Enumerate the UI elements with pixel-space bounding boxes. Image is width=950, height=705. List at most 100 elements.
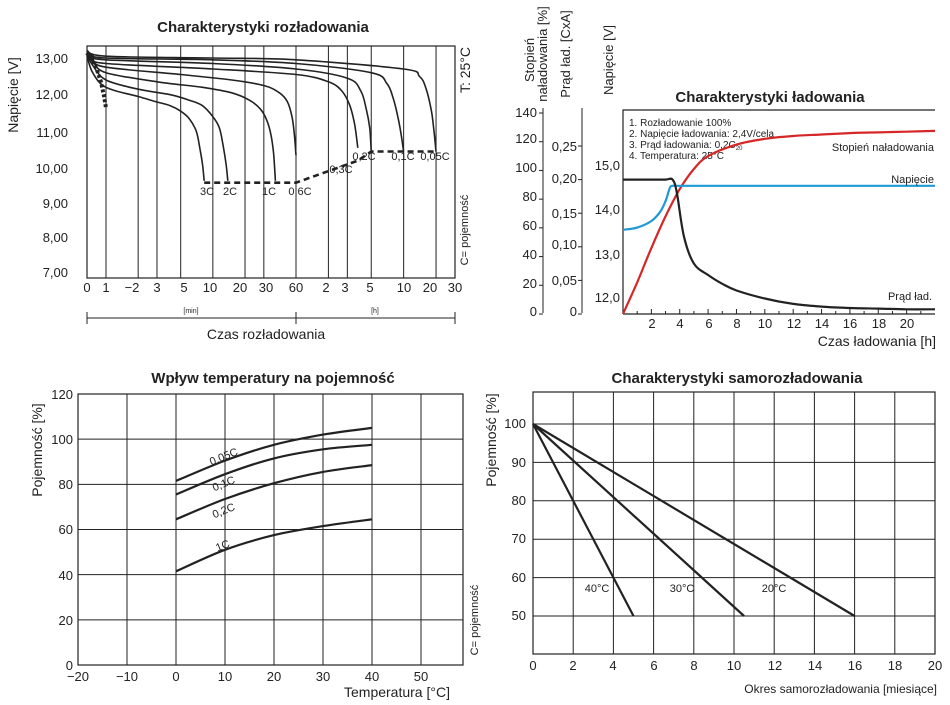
discharge-y-tick: 12,00 <box>35 87 68 102</box>
charge-x-tick: 18 <box>872 316 886 331</box>
discharge-x-tick: 10 <box>397 280 411 295</box>
selfdischarge-curve-30°C <box>532 423 745 617</box>
discharge-y-tick: 7,00 <box>43 265 68 280</box>
discharge-curve-2C <box>86 53 229 181</box>
discharge-x-tick: 5 <box>180 280 187 295</box>
voltage-curve <box>622 184 935 231</box>
pct-axis-tick-marks <box>539 112 543 315</box>
voltage-tick: 12,0 <box>595 290 620 305</box>
temperature-y-tick: 0 <box>66 658 73 673</box>
charge-title: Charakterystyki ładowania <box>675 89 865 106</box>
charge-x-tick: 14 <box>815 316 829 331</box>
discharge-y-tick: 9,00 <box>43 196 68 211</box>
selfdischarge-x-tick: 18 <box>888 658 902 673</box>
pct-tick: 100 <box>515 160 537 175</box>
pct-tick: 40 <box>523 247 537 262</box>
curve-label-03c: 0,3C <box>329 164 352 176</box>
pct-axis-labels: 0 20 40 60 80 100 120 140 <box>515 105 537 319</box>
curve-label-1c: 1C <box>262 186 276 198</box>
discharge-curves <box>85 49 437 184</box>
selfdischarge-panel: Charakterystyki samorozładowania Pojemno… <box>483 370 942 696</box>
current-tick: 0 <box>570 304 577 319</box>
selfdischarge-x-tick: 14 <box>808 658 822 673</box>
discharge-x-tick: 3 <box>153 280 160 295</box>
charge-left-label-1b: naładowania [%] <box>535 6 550 101</box>
discharge-plot-frame <box>86 45 456 279</box>
discharge-curve-labels: 3C 2C 1C 0,6C 0,3C 0,2C 0,1C 0,05C <box>200 151 450 198</box>
charge-x-tick: 16 <box>843 316 857 331</box>
discharge-x-tick: 0 <box>83 280 90 295</box>
curve-label-3c: 3C <box>200 186 214 198</box>
selfdischarge-y-tick: 90 <box>512 455 526 470</box>
temperature-x-tick: 10 <box>218 669 232 684</box>
pct-tick: 80 <box>523 189 537 204</box>
current-axis-tick-marks <box>578 145 582 315</box>
discharge-panel: Charakterystyki rozładowania Napięcie [V… <box>5 19 473 342</box>
discharge-xlabel: Czas rozładowania <box>207 326 325 342</box>
charge-state-curve <box>621 129 936 315</box>
selfdischarge-ylabel: Pojemność [%] <box>483 393 499 486</box>
charge-x-tick: 8 <box>733 316 740 331</box>
discharge-y-ticks: 7,00 8,00 9,00 10,00 11,00 12,00 13,00 <box>35 51 68 280</box>
charge-x-tick: 6 <box>705 316 712 331</box>
selfdischarge-xlabel: Okres samorozładowania [miesiące] <box>744 682 937 696</box>
pct-tick: 60 <box>523 218 537 233</box>
current-tick: 0,20 <box>552 171 577 186</box>
voltage-tick: 15,0 <box>595 158 620 173</box>
charge-x-tick-marks <box>636 309 922 314</box>
temperature-y-ticks: 0 20 40 60 80 100 120 <box>51 387 73 673</box>
selfdischarge-y-tick: 70 <box>512 531 526 546</box>
discharge-title: Charakterystyki rozładowania <box>157 19 369 36</box>
charge-x-tick-labels: 2 4 6 8 10 12 14 16 18 20 <box>648 316 914 331</box>
temperature-x-ticks: −20 −10 0 10 20 30 40 50 <box>67 669 428 684</box>
selfdischarge-x-ticks: 0 2 4 6 8 10 12 14 16 18 20 <box>529 658 942 673</box>
discharge-time-bracket: [min] [h] Czas rozładowania <box>86 308 456 342</box>
discharge-x-tick: 5 <box>366 280 373 295</box>
temperature-x-tick: −10 <box>116 669 138 684</box>
curve-label-005c: 0,05C <box>208 446 240 468</box>
discharge-grid <box>86 45 456 279</box>
charge-x-tick: 12 <box>787 316 801 331</box>
discharge-x-tick: 30 <box>259 280 273 295</box>
charge-x-tick: 2 <box>648 316 655 331</box>
series-label-charge: Stopień naładowania <box>832 142 935 154</box>
curve-label-40c: 40°C <box>585 583 610 595</box>
current-curve <box>623 177 936 311</box>
charge-x-tick: 20 <box>900 316 914 331</box>
curve-label-02c: 0,2C <box>352 151 375 163</box>
temperature-x-tick: 30 <box>316 669 330 684</box>
temperature-y-tick: 60 <box>59 522 73 537</box>
selfdischarge-grid <box>532 391 936 655</box>
curve-label-20c: 20°C <box>762 583 787 595</box>
temperature-ylabel: Pojemność [%] <box>29 403 45 496</box>
charge-note-1: 1. Rozładowanie 100% <box>629 118 731 129</box>
charge-panel: Charakterystyki ładowania Stopień nałado… <box>515 6 936 349</box>
discharge-x-tick: 20 <box>233 280 247 295</box>
temperature-x-tick: 50 <box>414 669 428 684</box>
discharge-curve-1C <box>86 53 277 181</box>
discharge-x-tick: 30 <box>448 280 462 295</box>
current-tick: 0,10 <box>552 237 577 252</box>
selfdischarge-x-tick: 2 <box>569 658 576 673</box>
selfdischarge-x-tick: 12 <box>768 658 782 673</box>
discharge-y-tick: 10,00 <box>35 161 68 176</box>
discharge-x-tick: 10 <box>203 280 217 295</box>
curve-label-2c: 2C <box>223 186 237 198</box>
discharge-initial-spike <box>85 51 108 109</box>
discharge-ylabel: Napięcie [V] <box>5 57 21 132</box>
selfdischarge-y-tick: 60 <box>512 570 526 585</box>
temperature-x-tick: 40 <box>365 669 379 684</box>
current-axis-labels: 0 0,05 0,10 0,15 0,20 0,25 <box>552 139 577 319</box>
charge-note-2: 2. Napięcie ładowania: 2,4V/cela <box>629 129 775 140</box>
selfdischarge-curve-40°C <box>532 423 635 617</box>
voltage-tick: 14,0 <box>595 202 620 217</box>
pct-tick: 140 <box>515 105 537 120</box>
temperature-curves <box>175 426 373 573</box>
discharge-cutoff-line <box>204 150 437 184</box>
discharge-x-tick: 2 <box>322 280 329 295</box>
temperature-x-tick: −20 <box>67 669 89 684</box>
charge-note-4: 4. Temperatura: 25°C <box>629 151 724 162</box>
temperature-y-tick: 120 <box>51 387 73 402</box>
curve-label-005c: 0,05C <box>420 151 449 163</box>
temperature-curve-0,2C <box>175 464 373 521</box>
